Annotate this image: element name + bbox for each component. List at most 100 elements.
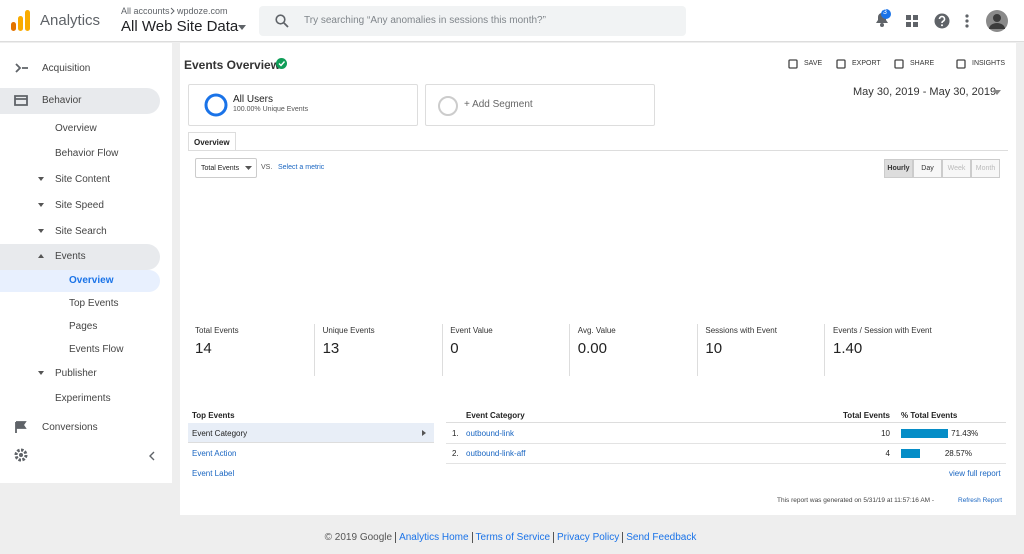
row-line — [446, 443, 1006, 444]
scorecard-label: Total Events — [195, 326, 239, 335]
property[interactable]: wpdoze.com — [177, 6, 228, 16]
arrow — [38, 371, 44, 375]
action[interactable]: SHARE — [910, 60, 935, 67]
date-range[interactable]: May 30, 2019 - May 30, 2019 — [853, 86, 997, 98]
nav-item[interactable]: Top Events — [69, 298, 119, 309]
section-title: Top Events — [192, 411, 235, 420]
row-total: 4 — [885, 449, 890, 458]
action-icon — [956, 59, 966, 69]
percent-bar — [901, 429, 949, 438]
footer-link[interactable]: Terms of Service — [471, 532, 554, 543]
help-icon[interactable] — [934, 13, 950, 29]
avatar[interactable] — [986, 10, 1008, 32]
dimension[interactable]: Event Category — [192, 429, 248, 438]
nav-item[interactable]: Overview — [69, 275, 114, 286]
account[interactable]: All accounts — [121, 6, 170, 16]
footer-link[interactable]: Send Feedback — [622, 532, 700, 543]
nav-item[interactable]: Behavior Flow — [55, 148, 119, 159]
vs-label: VS. — [261, 164, 273, 171]
nav-item[interactable]: Acquisition — [42, 63, 91, 74]
select-metric[interactable]: Select a metric — [278, 164, 325, 171]
scorecard-value: 10 — [705, 340, 723, 357]
verified-icon — [276, 58, 287, 69]
tab[interactable]: Overview — [188, 132, 236, 151]
footer-link[interactable]: Analytics Home — [395, 532, 472, 543]
chevron — [170, 7, 175, 15]
scorecard-value: 1.40 — [833, 340, 863, 357]
action[interactable]: INSIGHTS — [972, 60, 1006, 67]
settings-icon[interactable] — [14, 448, 28, 462]
icon — [788, 59, 798, 69]
view-selector[interactable]: All Web Site Data — [121, 18, 239, 35]
nav-active — [0, 270, 160, 292]
collapse-icon[interactable] — [148, 451, 155, 461]
search-box[interactable]: Try searching “Any anomalies in sessions… — [259, 6, 686, 36]
nav-item[interactable]: Site Search — [55, 226, 107, 237]
scorecard-divider — [824, 324, 826, 376]
refresh-report[interactable]: Refresh Report — [958, 497, 1003, 504]
icon — [836, 59, 846, 69]
scorecard-label: Sessions with Event — [705, 326, 777, 335]
row-category[interactable]: outbound-link — [466, 429, 515, 438]
granularity-button[interactable]: Week — [942, 159, 971, 178]
nav-item[interactable]: Events Flow — [69, 344, 124, 355]
action-icon — [894, 59, 904, 69]
segment-card[interactable]: All Users 100.00% Unique Events — [188, 84, 418, 126]
segment-ring — [438, 96, 458, 116]
scorecard-value: 0 — [450, 340, 459, 357]
scorecard-label: Avg. Value — [577, 326, 616, 335]
table-header: Event Category — [466, 411, 525, 420]
percent-bar — [901, 449, 920, 458]
granularity-button[interactable]: Month — [971, 159, 1000, 178]
search-icon — [275, 14, 289, 28]
row-index: 2. — [452, 449, 459, 458]
row-total: 10 — [881, 429, 890, 438]
nav-item[interactable]: Events — [55, 251, 86, 262]
nav-item[interactable]: Pages — [69, 321, 98, 332]
notification-count: 3 — [883, 9, 887, 16]
nav-item[interactable]: Publisher — [55, 368, 97, 379]
nav-item[interactable]: Overview — [55, 123, 97, 134]
granularity-button[interactable]: Hourly — [884, 159, 913, 178]
logo — [11, 10, 30, 31]
expand-arrow — [38, 177, 44, 181]
expand-arrow — [38, 371, 44, 375]
scorecard-divider — [569, 324, 571, 376]
sidebar: Acquisition Behavior Overview Behavior Flow… — [0, 43, 172, 483]
table-header: Total Events — [843, 411, 890, 420]
row-category[interactable]: outbound-link-aff — [466, 449, 526, 458]
arrow — [38, 229, 44, 233]
view-full-report[interactable]: view full report — [949, 469, 1001, 478]
copyright: © 2019 Google — [324, 532, 393, 543]
nav-item[interactable]: Site Content — [55, 174, 111, 185]
segment-detail: 100.00% Unique Events — [233, 106, 309, 113]
footer-link[interactable]: Privacy Policy — [553, 532, 623, 543]
scorecard-divider — [696, 324, 698, 376]
icon — [14, 95, 28, 106]
nav-item[interactable]: Conversions — [42, 422, 98, 433]
nav-item[interactable]: Site Speed — [55, 200, 104, 211]
action[interactable]: EXPORT — [852, 60, 881, 67]
nav-item[interactable]: Experiments — [55, 393, 111, 404]
nav-icon — [15, 421, 27, 433]
dimension[interactable]: Event Action — [192, 449, 237, 458]
table-header: % Total Events — [901, 411, 958, 420]
metric-dropdown[interactable]: Total Events — [195, 158, 257, 178]
more-icon[interactable] — [964, 14, 970, 30]
dimension[interactable]: Event Label — [192, 469, 235, 478]
action[interactable]: SAVE — [804, 60, 823, 67]
notifications[interactable] — [872, 8, 892, 28]
nav-item[interactable]: Behavior — [42, 95, 82, 106]
granularity-button[interactable]: Day — [913, 159, 942, 178]
nav-icon — [14, 95, 28, 106]
arrow — [38, 177, 44, 181]
dimension-arrow — [422, 430, 426, 436]
scorecard-divider — [441, 324, 443, 376]
scorecard-value: 14 — [195, 340, 212, 357]
report-note: This report was generated on 5/31/19 at … — [777, 497, 935, 504]
add-segment[interactable]: + Add Segment — [425, 84, 655, 126]
icon — [15, 421, 27, 433]
apps-icon[interactable] — [906, 15, 918, 27]
dropdown-arrow — [245, 166, 252, 170]
